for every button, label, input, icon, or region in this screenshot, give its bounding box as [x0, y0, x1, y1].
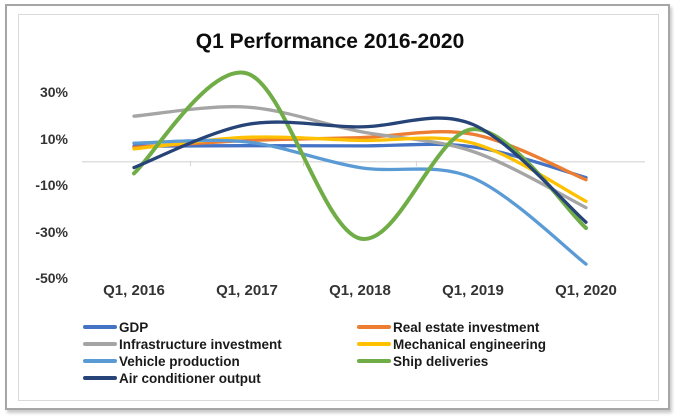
- legend-swatch-vehicle-production: [83, 359, 117, 363]
- legend-label: Ship deliveries: [393, 353, 489, 369]
- legend-item-gdp: GDP: [83, 319, 357, 335]
- y-axis-label: -30%: [35, 223, 68, 240]
- legend-item-ship-deliveries: Ship deliveries: [357, 353, 603, 369]
- x-axis-label: Q1, 2016: [103, 282, 165, 299]
- x-axis-label: Q1, 2017: [216, 282, 278, 299]
- series-line-real-estate-investment: [132, 130, 588, 182]
- legend-label: Real estate investment: [393, 319, 540, 335]
- legend-swatch-real-estate-investment: [357, 325, 391, 329]
- y-axis-label: 30%: [39, 84, 68, 100]
- legend-item-mechanical-engineering: Mechanical engineering: [357, 336, 603, 352]
- y-axis-label: 10%: [39, 130, 68, 147]
- series-lines: [132, 70, 588, 266]
- legend-swatch-mechanical-engineering: [357, 342, 391, 346]
- series-line-air-conditioner-output: [132, 116, 588, 224]
- legend-swatch-infrastructure-investment: [83, 342, 117, 346]
- y-axis-label: -50%: [35, 270, 68, 286]
- chart-title: Q1 Performance 2016-2020: [195, 30, 465, 53]
- legend-swatch-gdp: [83, 325, 117, 329]
- series-line-gdp: [132, 142, 588, 180]
- x-axis-label: Q1, 2018: [329, 282, 391, 299]
- legend-item-infrastructure-investment: Infrastructure investment: [83, 336, 357, 352]
- series-line-vehicle-production: [132, 138, 588, 266]
- series-line-ship-deliveries: [132, 70, 588, 241]
- legend: GDP Real estate investment Infrastructur…: [83, 319, 603, 386]
- x-axis-label: Q1, 2020: [555, 282, 617, 299]
- legend-label: GDP: [119, 319, 149, 335]
- legend-swatch-air-conditioner-output: [83, 376, 117, 380]
- legend-label: Infrastructure investment: [119, 336, 282, 352]
- legend-label: Vehicle production: [119, 353, 240, 369]
- x-axis-label: Q1, 2019: [442, 282, 504, 299]
- series-line-infrastructure-investment: [132, 105, 588, 210]
- legend-label: Air conditioner output: [119, 370, 261, 386]
- legend-label: Mechanical engineering: [393, 336, 547, 352]
- legend-item-vehicle-production: Vehicle production: [83, 353, 357, 369]
- legend-item-real-estate-investment: Real estate investment: [357, 319, 603, 335]
- legend-item-air-conditioner-output: Air conditioner output: [83, 370, 357, 386]
- y-axis-label: -10%: [35, 177, 68, 193]
- legend-swatch-ship-deliveries: [357, 359, 391, 363]
- chart-area-border: [18, 14, 659, 401]
